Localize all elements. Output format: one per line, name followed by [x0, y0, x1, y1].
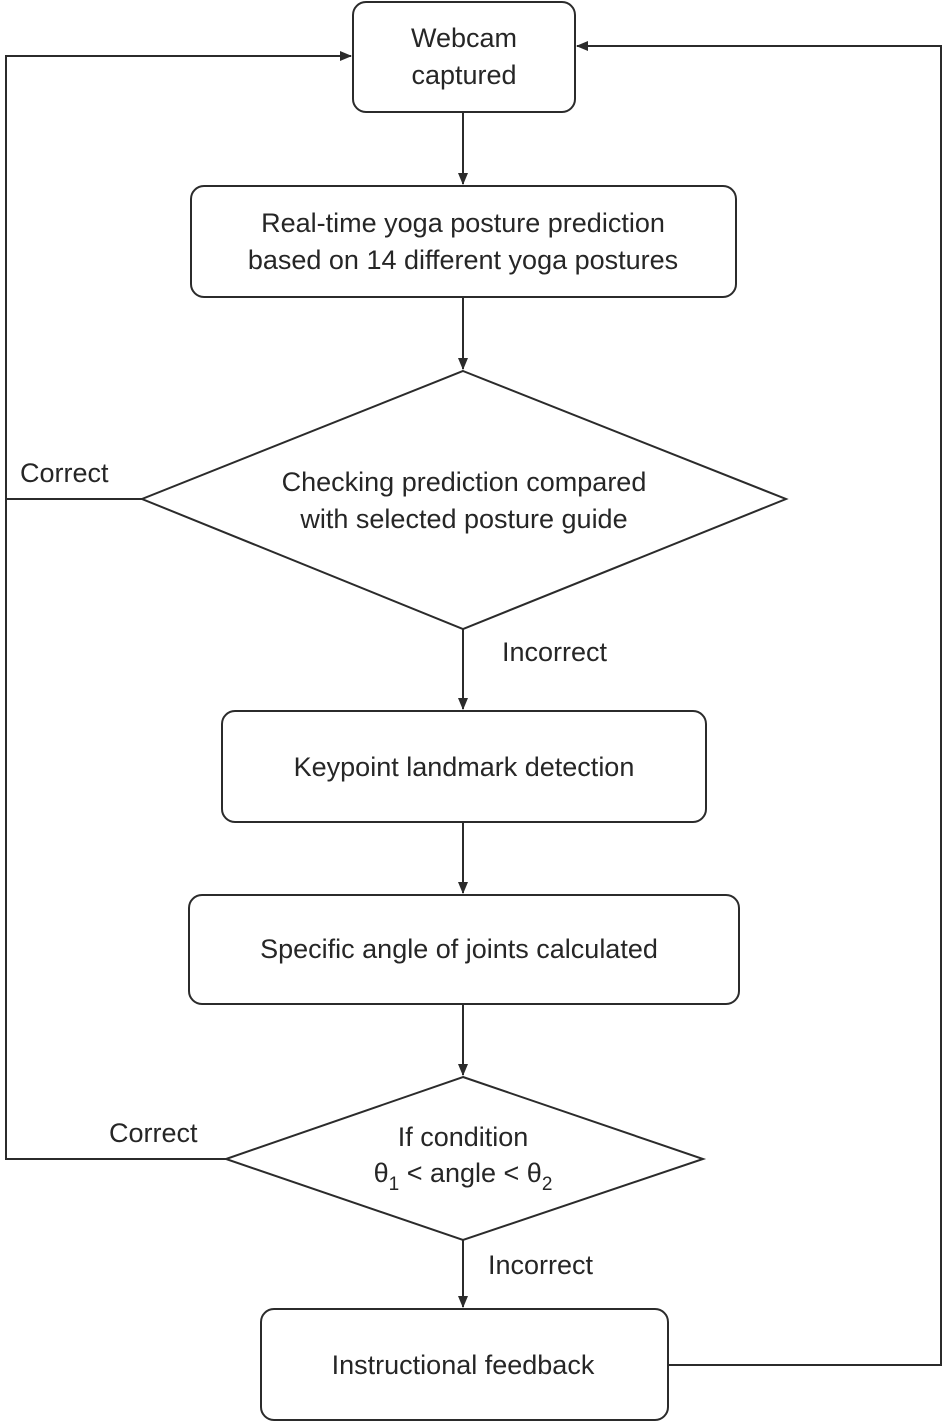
loop-check-correct-to-webcam	[5, 51, 352, 500]
edge-label-condition-incorrect: Incorrect	[488, 1250, 594, 1280]
theta-symbol-2: θ	[527, 1158, 542, 1188]
subscript-2: 2	[542, 1174, 553, 1195]
node-label: Keypoint landmark detection	[294, 752, 635, 782]
node-label-line2: captured	[411, 60, 516, 90]
edge-label-condition-correct: Correct	[109, 1118, 198, 1148]
loop-condition-correct-to-webcam	[5, 499, 226, 1160]
process-box	[190, 185, 737, 298]
loop-feedback-to-webcam	[576, 41, 942, 1366]
connectors	[5, 41, 942, 1366]
process-box	[260, 1308, 669, 1421]
decision-label-formula: θ1 < angle < θ2	[374, 1158, 553, 1195]
node-label: Specific angle of joints calculated	[260, 934, 658, 964]
node-realtime-prediction: Real-time yoga posture prediction based …	[190, 185, 737, 298]
process-box	[352, 1, 576, 113]
edge-labels: Correct Incorrect Correct Incorrect	[20, 458, 608, 1280]
node-label-line2: based on 14 different yoga postures	[248, 245, 678, 275]
decision-diamond	[222, 1075, 707, 1242]
process-box	[221, 710, 707, 823]
decision-label-line1: If condition	[398, 1122, 529, 1152]
process-box	[188, 894, 740, 1005]
node-label: Instructional feedback	[332, 1350, 595, 1380]
node-instructional-feedback: Instructional feedback	[260, 1308, 669, 1421]
node-label-line1: Real-time yoga posture prediction	[261, 208, 665, 238]
formula-middle: < angle <	[399, 1158, 527, 1188]
decision-label-line2: with selected posture guide	[299, 504, 627, 534]
decision-check-prediction: Checking prediction compared with select…	[139, 369, 789, 631]
node-label-line1: Webcam	[411, 23, 517, 53]
decision-angle-condition: If condition θ1 < angle < θ2	[222, 1075, 707, 1242]
edge-label-check-correct: Correct	[20, 458, 109, 488]
node-keypoint-detection: Keypoint landmark detection	[221, 710, 707, 823]
decision-diamond	[139, 369, 789, 631]
theta-symbol: θ	[374, 1158, 389, 1188]
subscript-1: 1	[389, 1174, 400, 1195]
decision-label-line1: Checking prediction compared	[282, 467, 647, 497]
node-angle-calculation: Specific angle of joints calculated	[188, 894, 740, 1005]
edge-label-check-incorrect: Incorrect	[502, 637, 608, 667]
node-webcam-captured: Webcam captured	[352, 1, 576, 113]
